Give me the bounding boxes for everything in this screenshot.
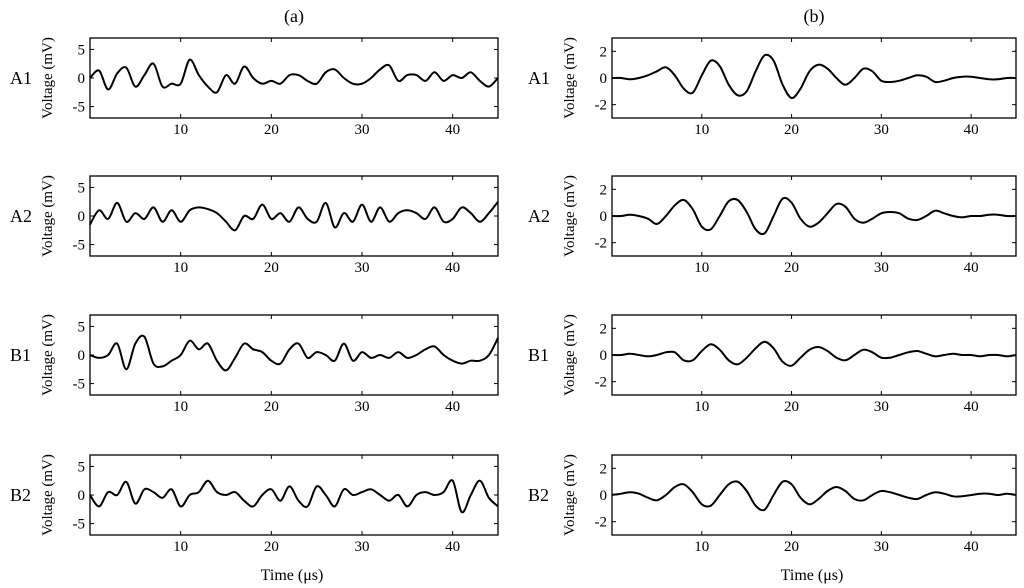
y-tick-label: -5 [73, 100, 86, 116]
x-tick-label: 40 [445, 399, 460, 415]
panel-title-1: (b) [804, 6, 825, 27]
x-tick-label: 30 [874, 399, 889, 415]
x-tick-label: 40 [445, 122, 460, 138]
x-tick-label: 30 [874, 260, 889, 276]
series-line-B1 [611, 340, 1017, 367]
y-tick-label: 0 [600, 488, 608, 504]
y-tick-label: -5 [73, 238, 86, 254]
y-tick-label: 0 [600, 209, 608, 225]
row-label-A2: A2 [10, 206, 32, 226]
x-tick-label: 40 [445, 539, 460, 555]
row-label-A1: A1 [528, 68, 550, 88]
y-axis-label: Voltage (mV) [562, 175, 578, 257]
x-tick-label: 40 [445, 260, 460, 276]
x-tick-label: 10 [173, 399, 188, 415]
subplot-1-B2: 10 20 30 40 -2 0 2 Voltage (mV) B2 [528, 454, 1017, 555]
row-label-A2: A2 [528, 206, 550, 226]
y-tick-label: 5 [78, 319, 86, 335]
x-tick-label: 40 [964, 260, 979, 276]
x-tick-label: 10 [694, 399, 709, 415]
row-label-B1: B1 [10, 345, 31, 365]
row-label-B2: B2 [528, 485, 549, 505]
plot-frame [89, 37, 499, 119]
subplot-0-B1: 10 20 30 40 -5 0 5 Voltage (mV) B1 [10, 314, 499, 415]
x-tick-label: 30 [355, 399, 370, 415]
plot-frame [611, 314, 1017, 396]
x-tick-label: 10 [173, 260, 188, 276]
y-tick-label: 0 [78, 209, 86, 225]
y-axis-label: Voltage (mV) [40, 175, 56, 257]
x-tick-label: 20 [264, 122, 279, 138]
plot-frame [611, 454, 1017, 536]
x-axis-label: Time (μs) [781, 567, 844, 584]
x-axis-label: Time (μs) [261, 567, 324, 584]
series-line-A2 [611, 196, 1017, 236]
row-label-B2: B2 [10, 485, 31, 505]
y-tick-label: 0 [600, 348, 608, 364]
subplot-0-A1: 10 20 30 40 -5 0 5 Voltage (mV) A1 [10, 37, 499, 138]
y-tick-label: 5 [78, 42, 86, 58]
subplot-0-A2: 10 20 30 40 -5 0 5 Voltage (mV) A2 [10, 175, 499, 276]
x-tick-label: 30 [355, 539, 370, 555]
y-axis-label: Voltage (mV) [562, 454, 578, 536]
y-tick-label: -2 [595, 375, 608, 391]
y-tick-label: -2 [595, 515, 608, 531]
x-tick-label: 20 [264, 260, 279, 276]
y-axis-label: Voltage (mV) [562, 37, 578, 119]
y-axis-label: Voltage (mV) [562, 314, 578, 396]
panel-title-0: (a) [284, 6, 304, 27]
x-tick-label: 20 [784, 539, 799, 555]
row-label-A1: A1 [10, 68, 32, 88]
x-tick-label: 20 [784, 122, 799, 138]
subplot-1-A1: 10 20 30 40 -2 0 2 Voltage (mV) A1 [528, 37, 1017, 138]
y-tick-label: 5 [78, 459, 86, 475]
series-line-B1 [89, 334, 499, 372]
x-tick-label: 10 [694, 260, 709, 276]
x-tick-label: 30 [874, 539, 889, 555]
x-tick-label: 10 [694, 122, 709, 138]
x-tick-label: 20 [264, 399, 279, 415]
y-tick-label: -5 [73, 517, 86, 533]
y-tick-label: 2 [600, 44, 608, 60]
series-line-B2 [89, 479, 499, 514]
x-tick-label: 10 [173, 539, 188, 555]
y-tick-label: 2 [600, 321, 608, 337]
y-axis-label: Voltage (mV) [40, 37, 56, 119]
row-label-B1: B1 [528, 345, 549, 365]
series-line-A1 [611, 53, 1017, 100]
subplot-1-A2: 10 20 30 40 -2 0 2 Voltage (mV) A2 [528, 175, 1017, 276]
x-tick-label: 30 [874, 122, 889, 138]
y-axis-label: Voltage (mV) [40, 314, 56, 396]
x-tick-label: 30 [355, 122, 370, 138]
subplot-1-B1: 10 20 30 40 -2 0 2 Voltage (mV) B1 [528, 314, 1017, 415]
x-tick-label: 40 [964, 122, 979, 138]
x-tick-label: 20 [264, 539, 279, 555]
series-line-A2 [89, 201, 499, 232]
series-line-A1 [89, 58, 499, 94]
y-tick-label: -2 [595, 236, 608, 252]
y-tick-label: 2 [600, 182, 608, 198]
x-tick-label: 10 [694, 539, 709, 555]
y-axis-label: Voltage (mV) [40, 454, 56, 536]
x-tick-label: 20 [784, 260, 799, 276]
series-line-B2 [611, 479, 1017, 512]
x-tick-label: 40 [964, 399, 979, 415]
subplot-0-B2: 10 20 30 40 -5 0 5 Voltage (mV) B2 [10, 454, 499, 555]
y-tick-label: 0 [78, 71, 86, 87]
y-tick-label: 5 [78, 180, 86, 196]
y-tick-label: 0 [78, 488, 86, 504]
y-tick-label: -5 [73, 377, 86, 393]
y-tick-label: 0 [600, 71, 608, 87]
x-tick-label: 20 [784, 399, 799, 415]
y-tick-label: 0 [78, 348, 86, 364]
x-tick-label: 40 [964, 539, 979, 555]
x-tick-label: 10 [173, 122, 188, 138]
y-tick-label: -2 [595, 98, 608, 114]
x-tick-label: 30 [355, 260, 370, 276]
y-tick-label: 2 [600, 461, 608, 477]
